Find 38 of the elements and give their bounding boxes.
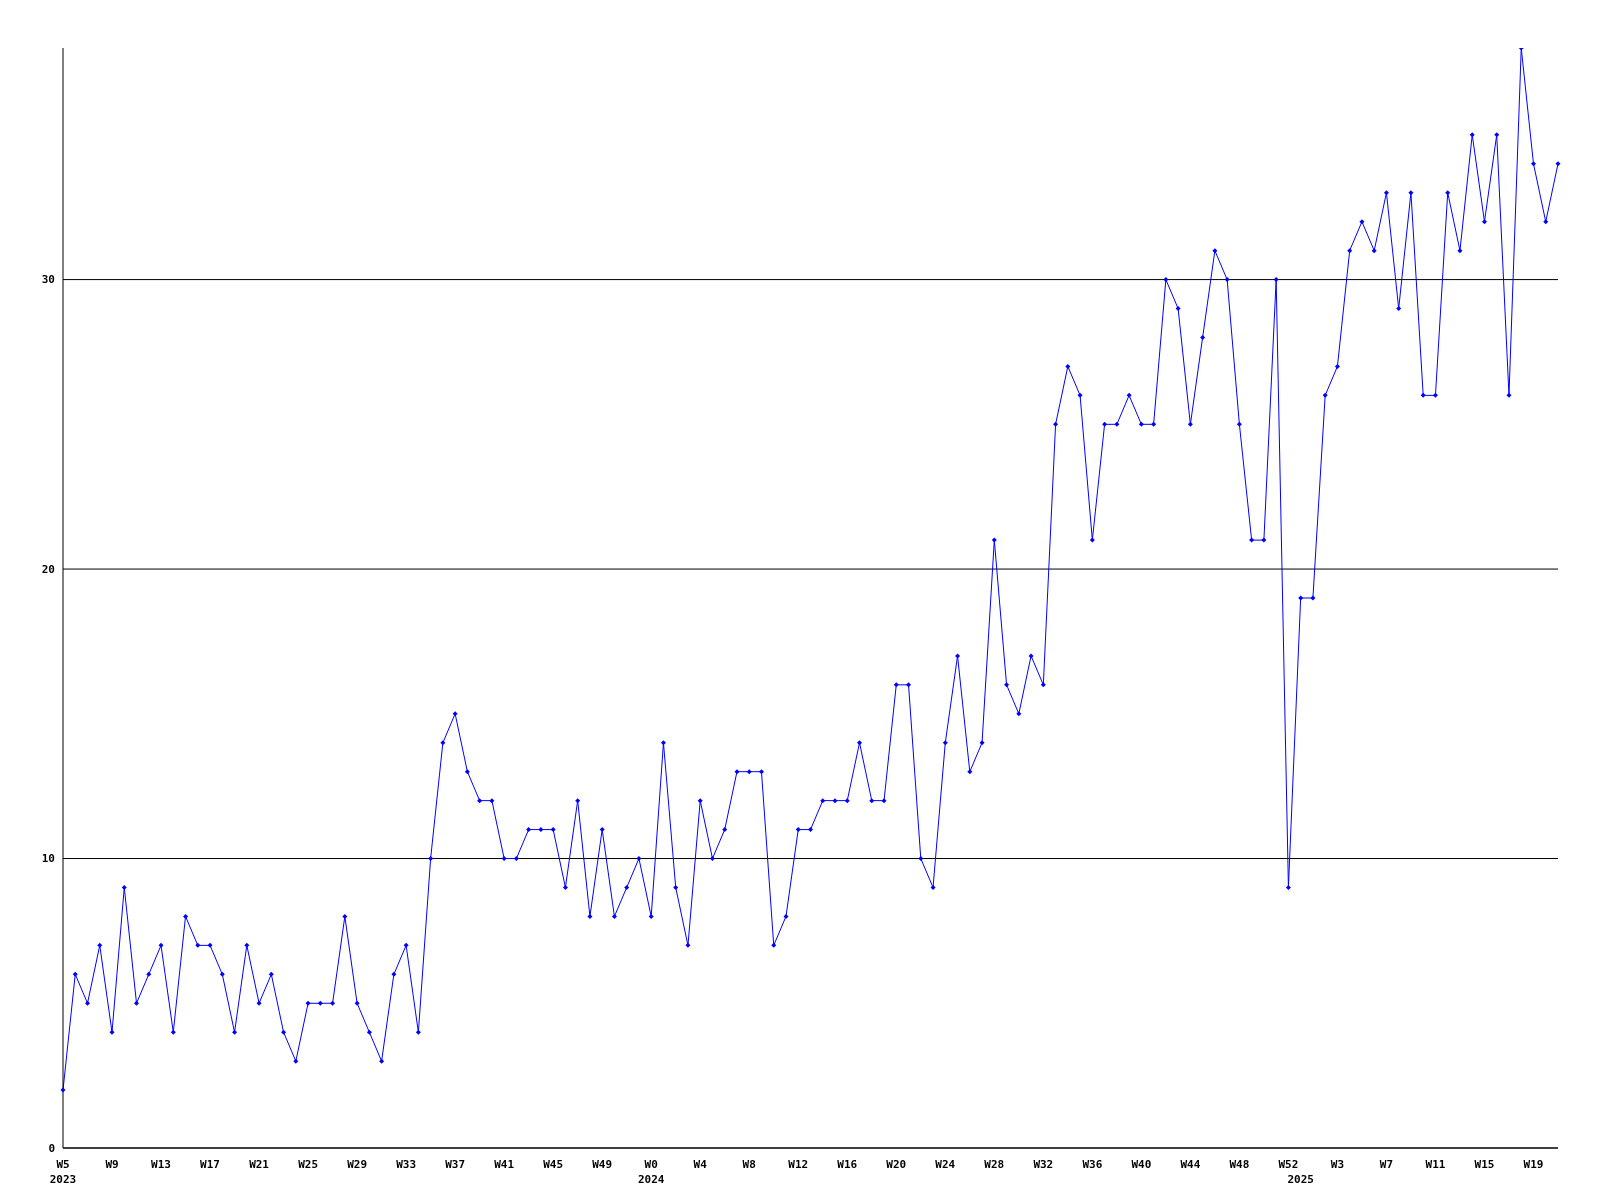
x-tick-label: W20 [886, 1158, 907, 1171]
x-tick-label: W37 [445, 1158, 466, 1171]
x-tick-label: W45 [543, 1158, 564, 1171]
x-tick-label: W28 [984, 1158, 1005, 1171]
text: 2025 [1287, 1173, 1314, 1186]
y-tick-label: 30 [41, 273, 55, 287]
x-tick-label: W36 [1082, 1158, 1103, 1171]
x-tick-label: W7 [1379, 1158, 1394, 1171]
x-tick-label: W13 [151, 1158, 171, 1171]
x-tick-label: W33 [396, 1158, 417, 1171]
x-tick-label: W48 [1229, 1158, 1250, 1171]
y-tick-label: 0 [48, 1141, 55, 1155]
x-tick-label: W17 [200, 1158, 220, 1171]
x-tick-label: W24 [935, 1158, 956, 1171]
x-tick-label: W32 [1033, 1158, 1054, 1171]
y-tick-label: 20 [41, 562, 55, 576]
x-tick-label: W5 [56, 1158, 70, 1171]
text: 2023 [49, 1173, 77, 1186]
x-tick-label: W15 [1474, 1158, 1495, 1171]
x-tick-label: W9 [105, 1158, 119, 1171]
x-tick-label: W21 [249, 1158, 270, 1171]
text: 2024 [637, 1173, 665, 1186]
x-tick-label: W0 [644, 1158, 658, 1171]
x-tick-label: W40 [1131, 1158, 1152, 1171]
x-tick-label: W16 [837, 1158, 858, 1171]
x-tick-label: W25 [298, 1158, 319, 1171]
x-tick-label: W52 [1278, 1158, 1299, 1171]
x-tick-label: W12 [788, 1158, 809, 1171]
x-tick-label: W29 [347, 1158, 368, 1171]
y-tick-label: 10 [41, 852, 55, 866]
x-tick-label: W11 [1425, 1158, 1446, 1171]
x-tick-label: W3 [1330, 1158, 1345, 1171]
x-tick-label: W19 [1523, 1158, 1544, 1171]
x-tick-label: W44 [1180, 1158, 1201, 1171]
x-tick-label: W4 [693, 1158, 708, 1171]
x-tick-label: W8 [742, 1158, 756, 1171]
x-tick-label: W49 [592, 1158, 613, 1171]
x-tick-label: W41 [494, 1158, 515, 1171]
